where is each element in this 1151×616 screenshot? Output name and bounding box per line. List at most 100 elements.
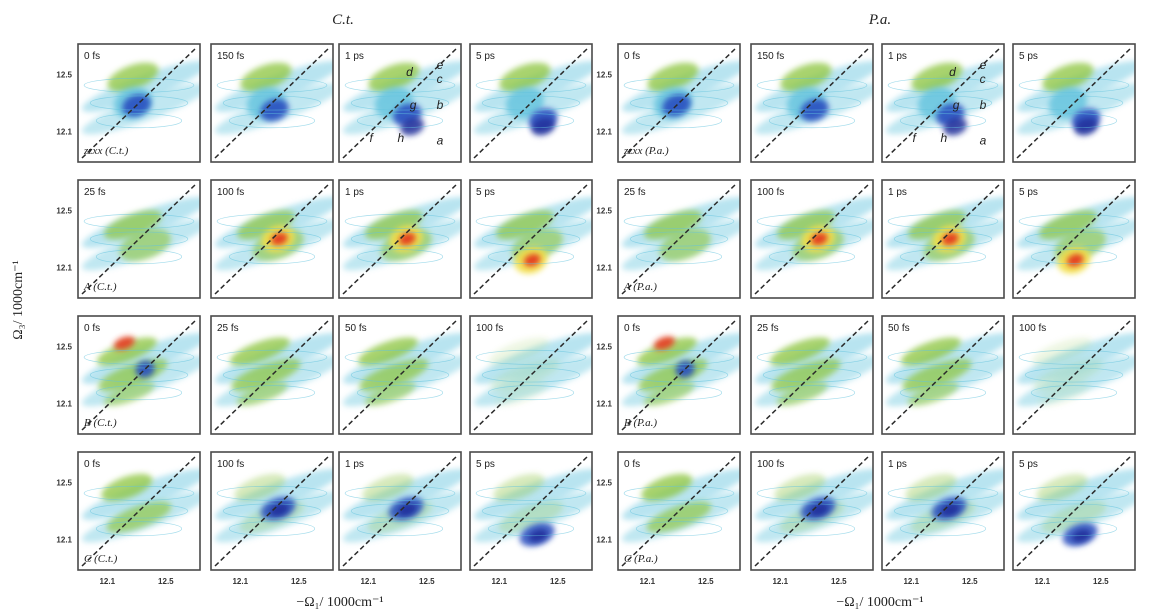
contour-line (222, 231, 322, 247)
panel-frame (750, 315, 874, 435)
spectrum-panel: 0 fs C (C.t.) (77, 451, 201, 571)
contour-blob (523, 253, 541, 267)
y-tick-label: 12.5 (596, 71, 612, 80)
contour-blob (496, 210, 554, 240)
contour-blob (240, 62, 292, 92)
diagonal-line (754, 183, 870, 295)
spectrum-panel: 1 ps e d c g b f h a (881, 43, 1005, 163)
time-label: 150 fs (217, 51, 244, 62)
spectrum-panel: 150 fs (750, 43, 874, 163)
contour-map (473, 455, 592, 567)
contour-line (623, 485, 735, 501)
contour-blob (237, 210, 295, 240)
contour-line (228, 113, 316, 129)
contour-blob (214, 332, 333, 384)
panel-frame (469, 451, 593, 571)
diagonal-line (342, 319, 458, 431)
contour-line (487, 385, 575, 401)
contour-blob (754, 468, 873, 520)
contour-blob (498, 501, 564, 533)
contour-line (95, 113, 183, 129)
y-tick-label: 12.5 (596, 479, 612, 488)
contour-line (356, 521, 444, 537)
contour-line (481, 231, 581, 247)
contour-blob (342, 332, 461, 384)
contour-map (214, 183, 333, 295)
panel-frame (750, 43, 874, 163)
contour-blob (96, 337, 157, 366)
diagonal-line (885, 319, 1001, 431)
contour-map (81, 47, 200, 159)
contour-blob (231, 358, 301, 392)
contour-line (344, 77, 456, 93)
panel-frame (1012, 43, 1136, 163)
diagonal-line (473, 319, 589, 431)
contour-line (487, 521, 575, 537)
contour-blob (362, 473, 414, 501)
diagonal-line (621, 183, 737, 295)
contour-line (1024, 503, 1124, 519)
contour-line (635, 249, 723, 265)
contour-line (1030, 113, 1118, 129)
contour-line (216, 213, 328, 229)
time-label: 25 fs (757, 323, 779, 334)
y-tick-label: 12.1 (56, 263, 72, 272)
contour-line (1030, 385, 1118, 401)
contour-blob (1016, 60, 1135, 112)
contour-line (481, 95, 581, 111)
peak-letter: g (953, 98, 960, 112)
contour-line (344, 485, 456, 501)
y-tick-label: 12.5 (596, 207, 612, 216)
contour-blob (1074, 117, 1099, 136)
panel-frame (881, 315, 1005, 435)
contour-blob (754, 332, 873, 384)
row-label: C (C.t.) (84, 553, 118, 565)
peak-letter: f (370, 131, 375, 145)
contour-line (899, 249, 987, 265)
panel-frame (77, 179, 201, 299)
time-label: 50 fs (888, 323, 910, 334)
contour-line (83, 77, 195, 93)
peak-letter: h (398, 131, 405, 145)
contour-line (635, 113, 723, 129)
contour-map (885, 455, 1004, 567)
contour-line (1030, 521, 1118, 537)
contour-line (228, 521, 316, 537)
diagonal-line (1016, 319, 1132, 431)
spectrum-panel: 25 fs (750, 315, 874, 435)
panel-frame (1012, 315, 1136, 435)
contour-map (214, 455, 333, 567)
time-label: 1 ps (888, 187, 907, 198)
axis-ticks: 12.5 12.1 12.5 12.1 12.5 12.1 12.5 12.1 12.1 12.5… (56, 71, 1109, 586)
contour-blob (809, 503, 829, 517)
panel-frame (750, 451, 874, 571)
contour-line (635, 385, 723, 401)
time-label: 0 fs (624, 459, 640, 470)
contour-line (1024, 231, 1124, 247)
contour-line (762, 95, 862, 111)
contour-blob (473, 332, 592, 384)
row-label: B (P.a.) (624, 417, 657, 429)
spectrum-panel: 0 fs B (C.t.) (77, 315, 201, 435)
contour-line (893, 503, 993, 519)
contour-line (222, 503, 322, 519)
contour-blob (364, 381, 416, 406)
panel-frame (881, 43, 1005, 163)
time-label: 5 ps (1019, 187, 1038, 198)
x-tick-label: 12.1 (232, 577, 248, 586)
diagonal-line (81, 183, 197, 295)
contour-line (893, 231, 993, 247)
contour-line (899, 521, 987, 537)
time-label: 1 ps (345, 459, 364, 470)
spectrum-panel: 1 ps (881, 451, 1005, 571)
contour-line (623, 213, 735, 229)
diagonal-line (342, 455, 458, 567)
contour-map (1016, 319, 1135, 431)
contour-blob (81, 468, 200, 520)
contour-blob (368, 62, 420, 92)
spectrum-panel: 50 fs (338, 315, 462, 435)
contour-blob (1016, 332, 1135, 384)
contour-line (1018, 213, 1130, 229)
contour-map (473, 47, 592, 159)
y-tick-label: 12.1 (596, 535, 612, 544)
